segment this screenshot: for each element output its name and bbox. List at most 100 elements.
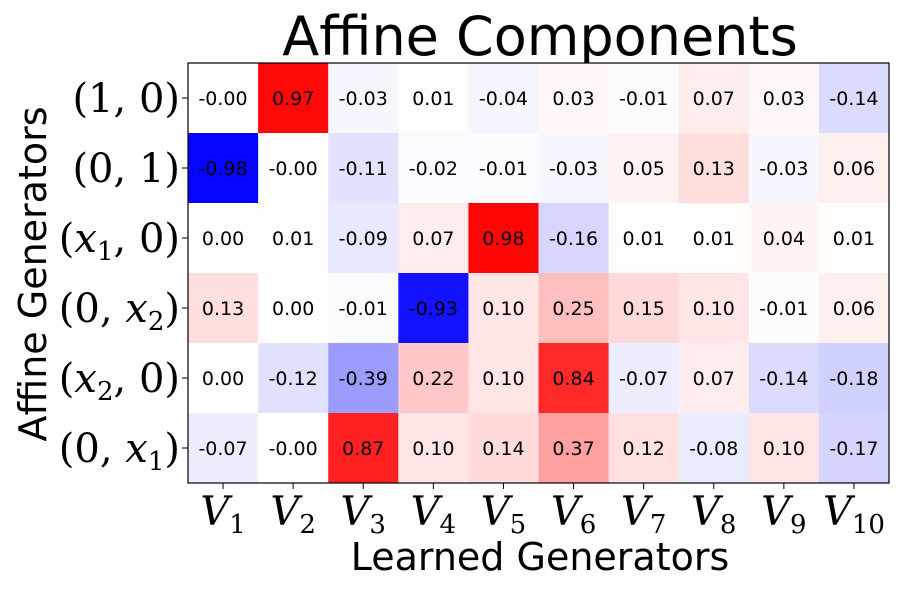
heatmap-cell — [188, 413, 259, 484]
cell-value-label: 0.25 — [552, 298, 594, 320]
column-tick-label: V5 — [481, 489, 526, 540]
cell-value-label: -0.93 — [409, 298, 458, 320]
cell-value-label: -0.01 — [619, 88, 668, 110]
cell-value-label: 0.03 — [552, 88, 594, 110]
heatmap-cell — [748, 273, 820, 344]
row-tick-label: (1, 0) — [72, 76, 180, 122]
heatmap-cell — [468, 133, 539, 204]
heatmap-cell — [538, 133, 610, 204]
row-tick-label: (x1, 0) — [59, 216, 180, 267]
cell-value-label: 0.10 — [482, 298, 524, 320]
heatmap-cell — [748, 133, 820, 204]
cell-value-label: -0.07 — [198, 438, 247, 460]
cell-value-label: -0.03 — [339, 88, 388, 110]
cell-value-label: 0.01 — [622, 228, 664, 250]
cell-value-label: 0.07 — [693, 368, 735, 390]
cell-value-label: 0.84 — [552, 368, 594, 390]
heatmap-cell — [468, 63, 539, 134]
cell-value-label: 0.87 — [342, 438, 384, 460]
heatmap-cell — [748, 343, 820, 414]
heatmap-cell — [188, 273, 259, 344]
cell-value-label: 0.15 — [622, 298, 664, 320]
column-tick-label: V9 — [761, 489, 806, 540]
heatmap-cell — [608, 273, 680, 344]
heatmap-cell — [818, 413, 890, 484]
cell-value-label: 0.07 — [693, 88, 735, 110]
heatmap-cell — [748, 413, 820, 484]
heatmap-cell — [538, 273, 610, 344]
heatmap-cell — [398, 63, 469, 134]
heatmap-cell — [328, 343, 399, 414]
cell-value-label: 0.03 — [763, 88, 805, 110]
cell-value-label: 0.01 — [412, 88, 454, 110]
column-tick-label: V4 — [411, 489, 456, 540]
heatmap-cell — [398, 133, 469, 204]
heatmap-cell — [818, 203, 890, 274]
heatmap-cell — [188, 63, 259, 134]
heatmap-cell — [468, 273, 539, 344]
heatmap-cell — [748, 203, 820, 274]
heatmap-cell — [328, 203, 399, 274]
cell-value-label: 0.00 — [202, 228, 244, 250]
heatmap-cell — [188, 343, 259, 414]
row-tick-label: (0, x1) — [59, 426, 180, 477]
y-axis-label: Affine Generators — [11, 106, 55, 441]
cell-value-label: 0.07 — [412, 228, 454, 250]
cell-value-label: -0.00 — [269, 158, 318, 180]
heatmap-cell — [328, 273, 399, 344]
cell-value-label: 0.01 — [833, 228, 875, 250]
heatmap-cell — [468, 343, 539, 414]
row-tick-label: (x2, 0) — [59, 356, 180, 407]
heatmap-cell — [608, 133, 680, 204]
heatmap-cell — [258, 343, 329, 414]
cell-value-label: -0.01 — [479, 158, 528, 180]
row-tick-label: (0, 1) — [72, 146, 180, 192]
cell-value-label: -0.11 — [339, 158, 388, 180]
cell-value-label: 0.97 — [272, 88, 314, 110]
column-tick-label: V3 — [341, 489, 386, 540]
cell-value-labels: -0.00 0.97 -0.03 0.01 -0.04 0.03 -0.01 0.07 0.03… — [198, 88, 878, 460]
cell-value-label: -0.02 — [409, 158, 458, 180]
heatmap-cell — [468, 203, 539, 274]
chart-title: Affine Components — [282, 5, 797, 68]
heatmap-cell — [538, 203, 610, 274]
column-tick-label: V8 — [691, 489, 736, 540]
cell-value-label: -0.14 — [829, 88, 878, 110]
cell-value-label: -0.98 — [198, 158, 247, 180]
heatmap-cell — [678, 203, 750, 274]
heatmap-cell — [258, 133, 329, 204]
heatmap-cell — [258, 203, 329, 274]
heatmap-cell — [258, 273, 329, 344]
cell-value-label: 0.01 — [272, 228, 314, 250]
column-tick-label: V6 — [551, 489, 596, 540]
heatmap-cell — [678, 343, 750, 414]
column-tick-label: V1 — [200, 489, 245, 540]
cell-value-label: -0.39 — [339, 368, 388, 390]
heatmap-cell — [398, 413, 469, 484]
cell-value-label: 0.14 — [482, 438, 524, 460]
cell-value-label: 0.05 — [622, 158, 664, 180]
cell-value-label: 0.10 — [482, 368, 524, 390]
x-axis-label: Learned Generators — [351, 535, 730, 579]
cell-value-label: 0.04 — [763, 228, 805, 250]
heatmap-cell — [538, 63, 610, 134]
cell-value-label: 0.37 — [552, 438, 594, 460]
cell-value-label: -0.00 — [198, 88, 247, 110]
heatmap-cell — [818, 273, 890, 344]
column-tick-label: V2 — [270, 489, 315, 540]
heatmap-cell — [398, 273, 469, 344]
heatmap-cell — [748, 63, 820, 134]
cell-value-label: -0.04 — [479, 88, 528, 110]
cell-value-label: 0.10 — [412, 438, 454, 460]
column-tick-label: V7 — [621, 489, 666, 540]
heatmap-cell — [678, 273, 750, 344]
cell-value-label: -0.09 — [339, 228, 388, 250]
heatmap-cell — [678, 63, 750, 134]
row-tick-labels: (1, 0) (0, 1) (x1, 0) (0, x2) (x2, 0) (0, x1) — [59, 76, 188, 477]
cell-value-label: -0.08 — [689, 438, 738, 460]
heatmap-cells — [188, 63, 890, 484]
cell-value-label: -0.18 — [829, 368, 878, 390]
heatmap-cell — [818, 63, 890, 134]
cell-value-label: 0.98 — [482, 228, 524, 250]
